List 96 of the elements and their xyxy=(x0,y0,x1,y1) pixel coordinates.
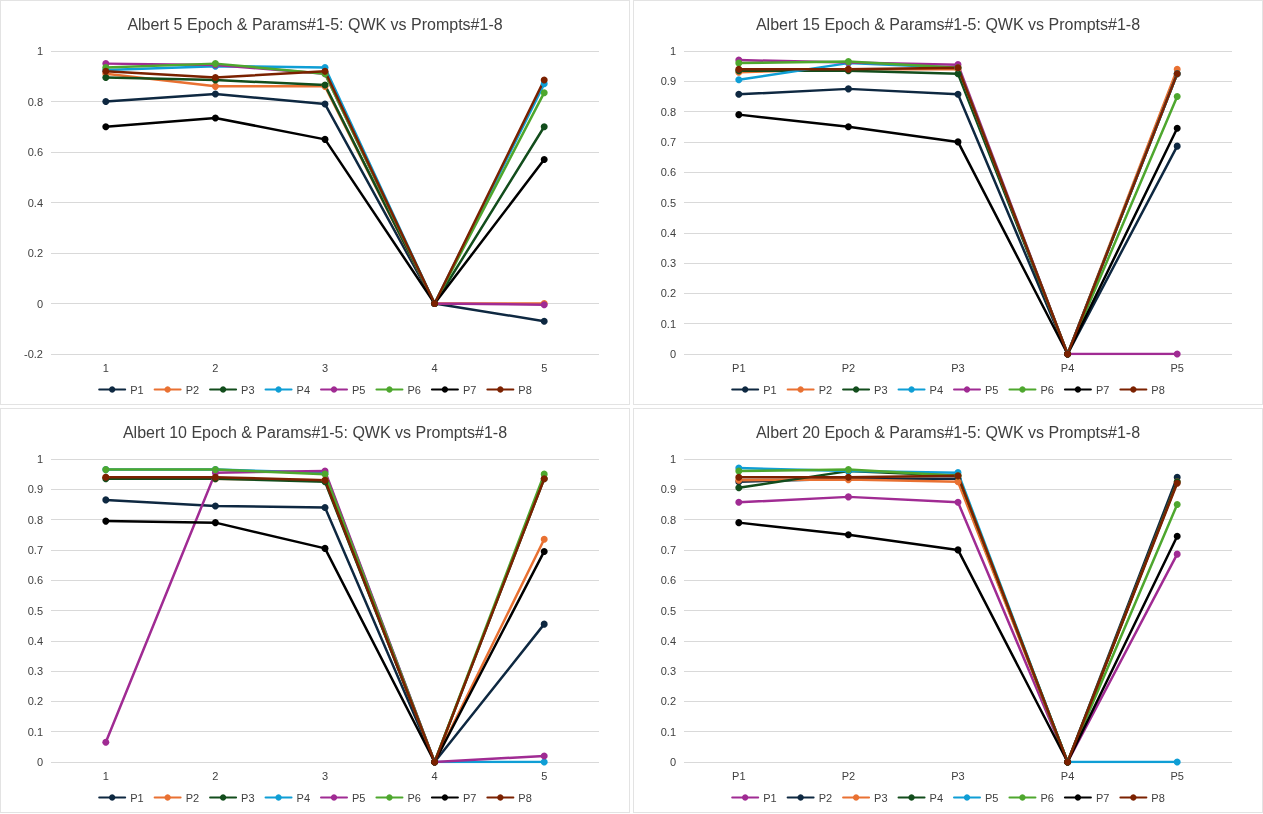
y-tick-label: 0.3 xyxy=(27,665,43,678)
y-tick-label: 0.5 xyxy=(660,604,676,617)
legend-label: P3 xyxy=(241,791,255,804)
x-tick-label: P1 xyxy=(732,769,746,782)
legend-label: P5 xyxy=(985,791,999,804)
y-tick-label: 0.4 xyxy=(660,634,676,647)
legend-label: P4 xyxy=(296,383,311,396)
y-tick-label: 0.7 xyxy=(660,135,676,148)
legend-label: P8 xyxy=(1151,383,1165,396)
x-tick-label: 5 xyxy=(541,769,548,782)
y-tick-label: 1 xyxy=(36,453,43,465)
x-tick-label: P2 xyxy=(841,361,856,374)
x-tick-label: 4 xyxy=(431,769,438,782)
x-tick-label: 2 xyxy=(212,769,219,782)
y-tick-label: 0.5 xyxy=(660,196,676,209)
legend-label: P6 xyxy=(407,791,421,804)
x-tick-label: P5 xyxy=(1170,769,1184,782)
legend-label: P8 xyxy=(518,383,532,396)
legend-label: P6 xyxy=(407,383,421,396)
x-tick-label: 1 xyxy=(102,769,109,782)
y-tick-label: -0.2 xyxy=(24,348,43,360)
y-tick-label: 0.9 xyxy=(660,75,676,88)
legend-label: P5 xyxy=(352,791,366,804)
y-tick-label: 0.8 xyxy=(27,513,43,526)
y-tick-label: 0.8 xyxy=(27,95,43,108)
x-tick-label: P3 xyxy=(951,769,965,782)
y-tick-label: 1 xyxy=(669,453,676,465)
legend-label: P1 xyxy=(130,791,144,804)
legend-label: P3 xyxy=(241,383,255,396)
x-tick-label: 1 xyxy=(102,361,109,374)
y-tick-label: 0 xyxy=(669,756,676,768)
y-tick-label: 0.5 xyxy=(27,604,43,617)
legend-label: P2 xyxy=(185,383,200,396)
x-tick-label: 4 xyxy=(431,361,438,374)
legend-label: P4 xyxy=(929,791,944,804)
x-tick-label: 5 xyxy=(541,361,548,374)
y-tick-label: 0.2 xyxy=(660,287,676,300)
chart-title: Albert 10 Epoch & Params#1-5: QWK vs Prompts#1-8 xyxy=(122,423,508,441)
y-tick-label: 0.6 xyxy=(660,166,676,179)
y-tick-label: 0.4 xyxy=(27,634,43,647)
y-tick-label: 0 xyxy=(36,756,43,768)
legend-label: P7 xyxy=(462,791,477,804)
legend-label: P7 xyxy=(462,383,477,396)
legend-label: P1 xyxy=(763,791,777,804)
legend-label: P2 xyxy=(185,791,200,804)
y-tick-label: 0.2 xyxy=(27,247,43,259)
y-tick-label: 0.9 xyxy=(27,483,43,496)
legend-label: P2 xyxy=(818,791,833,804)
legend-label: P1 xyxy=(130,383,144,396)
y-tick-label: 0.4 xyxy=(660,226,676,239)
y-tick-label: 0.3 xyxy=(660,665,676,678)
chart-title: Albert 20 Epoch & Params#1-5: QWK vs Prompts#1-8 xyxy=(755,423,1141,441)
y-tick-label: 0 xyxy=(36,297,43,310)
legend-label: P1 xyxy=(763,383,777,396)
y-tick-label: 0.6 xyxy=(27,574,43,587)
y-tick-label: 0.7 xyxy=(27,543,43,556)
y-tick-label: 0 xyxy=(669,348,676,360)
legend-label: P7 xyxy=(1095,383,1110,396)
x-tick-label: P4 xyxy=(1060,769,1075,782)
y-tick-label: 1 xyxy=(36,45,43,57)
legend-label: P6 xyxy=(1040,791,1054,804)
legend-label: P8 xyxy=(1151,791,1165,804)
y-tick-label: 0.7 xyxy=(660,543,676,556)
y-tick-label: 0.1 xyxy=(660,725,676,738)
x-tick-label: 3 xyxy=(321,361,329,374)
y-tick-label: 0.9 xyxy=(660,483,676,496)
y-tick-label: 1 xyxy=(669,45,676,57)
y-tick-label: 0.8 xyxy=(660,105,676,118)
legend-label: P3 xyxy=(874,383,888,396)
x-tick-label: 2 xyxy=(212,361,219,374)
legend-label: P5 xyxy=(985,383,999,396)
y-tick-label: 0.3 xyxy=(660,257,676,270)
x-tick-label: P4 xyxy=(1060,361,1075,374)
y-tick-label: 0.2 xyxy=(660,695,676,708)
y-tick-label: 0.1 xyxy=(660,317,676,330)
x-tick-label: P2 xyxy=(841,769,856,782)
legend-label: P4 xyxy=(929,383,944,396)
x-tick-label: 3 xyxy=(321,769,329,782)
legend-label: P6 xyxy=(1040,383,1054,396)
legend-label: P7 xyxy=(1095,791,1110,804)
y-tick-label: 0.6 xyxy=(27,146,43,158)
y-tick-label: 0.4 xyxy=(27,196,43,209)
legend-label: P4 xyxy=(296,791,311,804)
legend-label: P2 xyxy=(818,383,833,396)
y-tick-label: 0.2 xyxy=(27,695,43,708)
x-tick-label: P1 xyxy=(732,361,746,374)
y-tick-label: 0.6 xyxy=(660,574,676,587)
chart-title: Albert 5 Epoch & Params#1-5: QWK vs Prompts#1-8 xyxy=(127,15,503,33)
y-tick-label: 0.1 xyxy=(27,725,43,738)
legend-label: P3 xyxy=(874,791,888,804)
legend-label: P5 xyxy=(352,383,366,396)
chart-title: Albert 15 Epoch & Params#1-5: QWK vs Prompts#1-8 xyxy=(755,15,1141,33)
y-tick-label: 0.8 xyxy=(660,513,676,526)
legend-label: P8 xyxy=(518,791,532,804)
x-tick-label: P3 xyxy=(951,361,965,374)
x-tick-label: P5 xyxy=(1170,361,1184,374)
